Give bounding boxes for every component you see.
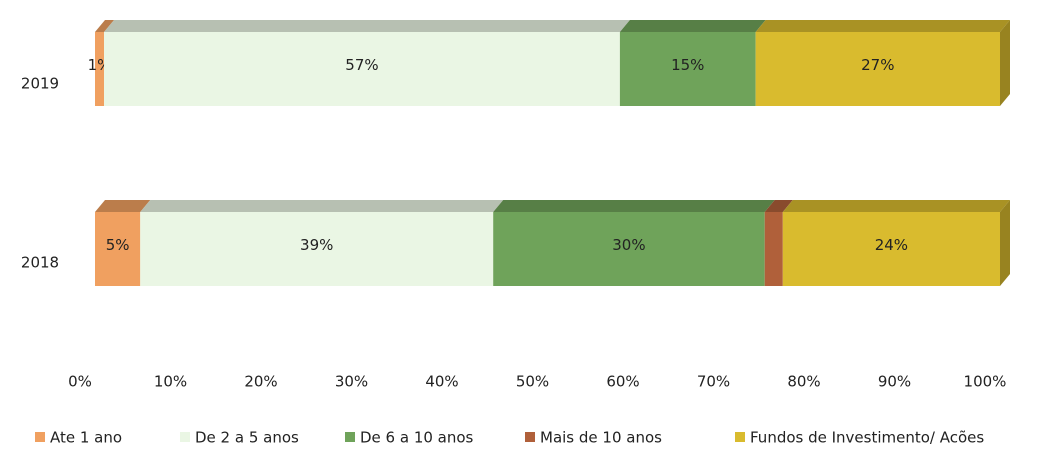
legend-label: Fundos de Investimento/ Acões (750, 429, 984, 447)
x-tick-label: 50% (516, 373, 549, 391)
data-label: 30% (612, 236, 645, 254)
legend-swatch (180, 432, 190, 442)
bar (493, 212, 765, 286)
x-tick-label: 60% (606, 373, 639, 391)
bar-side (1000, 200, 1010, 286)
data-label: 39% (300, 236, 333, 254)
x-tick-label: 80% (787, 373, 820, 391)
x-tick-label: 30% (335, 373, 368, 391)
bar (764, 212, 783, 286)
bar-side (1000, 20, 1010, 106)
x-tick-label: 10% (154, 373, 187, 391)
bar-top (104, 20, 630, 32)
data-label: 15% (671, 56, 704, 74)
data-label: 24% (875, 236, 908, 254)
legend-swatch (345, 432, 355, 442)
legend-swatch (35, 432, 45, 442)
legend-label: Ate 1 ano (50, 429, 122, 447)
legend-label: Mais de 10 anos (540, 429, 662, 447)
legend-label: De 2 a 5 anos (195, 429, 299, 447)
bar (782, 212, 1000, 286)
data-label: 27% (861, 56, 894, 74)
bar-top (95, 20, 115, 32)
bar (95, 32, 105, 106)
legend-swatch (735, 432, 745, 442)
bar-top (493, 200, 775, 212)
legend-label: De 6 a 10 anos (360, 429, 474, 447)
bar (140, 212, 494, 286)
y-tick-label: 2018 (21, 254, 59, 272)
x-tick-label: 40% (425, 373, 458, 391)
bar (755, 32, 1000, 106)
data-label: 57% (345, 56, 378, 74)
x-tick-label: 0% (68, 373, 92, 391)
bar (619, 32, 756, 106)
bar (95, 212, 141, 286)
bar-top (764, 200, 793, 212)
y-tick-label: 2019 (21, 75, 59, 93)
bar-top (95, 200, 151, 212)
legend-swatch (525, 432, 535, 442)
bar-top (140, 200, 504, 212)
bar-top (782, 200, 1010, 212)
x-tick-label: 90% (878, 373, 911, 391)
x-tick-label: 20% (244, 373, 277, 391)
bar-top (755, 20, 1010, 32)
x-tick-label: 70% (697, 373, 730, 391)
bar (104, 32, 620, 106)
bar-top (619, 20, 766, 32)
data-label: 5% (106, 236, 130, 254)
x-tick-label: 100% (964, 373, 1007, 391)
